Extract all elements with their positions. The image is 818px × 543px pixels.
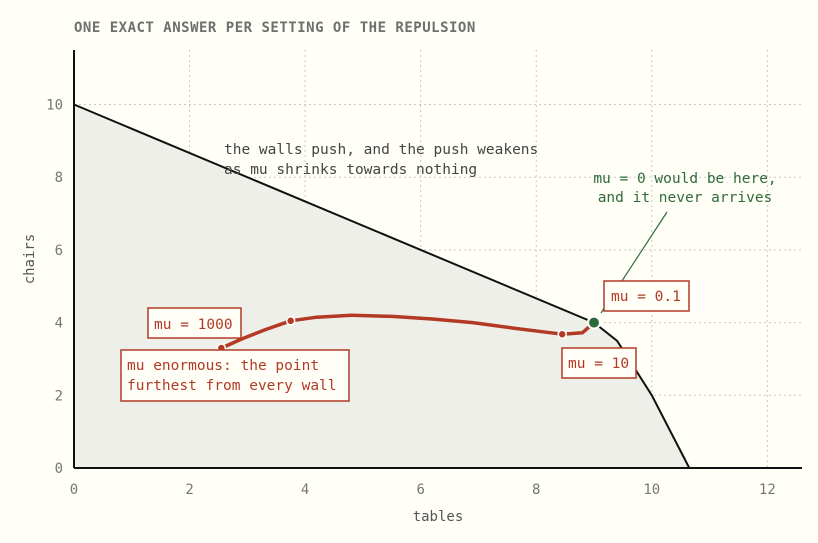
- feasible-boundary: [73, 103, 691, 469]
- annotation-mu-enormous-line1: mu enormous: the point: [127, 358, 319, 374]
- y-tick-label: 4: [55, 316, 63, 332]
- x-tick-label: 4: [301, 482, 309, 498]
- x-tick-labels: 0 2 4 6 8 10 12: [70, 482, 776, 498]
- label-mu-1000: mu = 1000: [154, 317, 233, 333]
- x-axis-label: tables: [413, 509, 464, 525]
- annotation-box-mu-enormous: [120, 349, 350, 402]
- label-mu-10: mu = 10: [568, 356, 629, 372]
- y-tick-label: 0: [55, 461, 63, 477]
- label-mu-0-1: mu = 0.1: [611, 289, 681, 305]
- x-tick-label: 8: [532, 482, 540, 498]
- x-tick-label: 2: [185, 482, 193, 498]
- optimum-point: [587, 315, 601, 330]
- chart-title: ONE EXACT ANSWER PER SETTING OF THE REPU…: [74, 20, 476, 36]
- x-tick-label: 10: [643, 482, 660, 498]
- y-tick-label: 8: [55, 170, 63, 186]
- annotation-mu-zero-line1: mu = 0 would be here,: [593, 171, 776, 187]
- label-box-mu-0-1: [603, 280, 690, 312]
- annotation-mu-zero-line2: and it never arrives: [598, 190, 773, 206]
- y-axis-label: chairs: [22, 234, 38, 285]
- label-box-mu-1000: [147, 307, 242, 339]
- label-box-mu-10: [561, 347, 637, 379]
- y-tick-label: 6: [55, 243, 63, 259]
- annotation-walls-line1: the walls push, and the push weakens: [224, 142, 538, 158]
- path-point: [557, 329, 567, 339]
- y-tick-label: 10: [46, 98, 63, 114]
- y-tick-labels: 0 2 4 6 8 10: [46, 98, 63, 477]
- x-tick-label: 0: [70, 482, 78, 498]
- path-point: [285, 316, 296, 326]
- x-tick-label: 6: [416, 482, 424, 498]
- annotation-walls-line2: as mu shrinks towards nothing: [224, 162, 477, 178]
- y-tick-label: 2: [55, 388, 63, 404]
- feasible-region: [74, 104, 690, 468]
- x-tick-label: 12: [759, 482, 776, 498]
- annotation-mu-enormous-line2: furthest from every wall: [127, 378, 337, 394]
